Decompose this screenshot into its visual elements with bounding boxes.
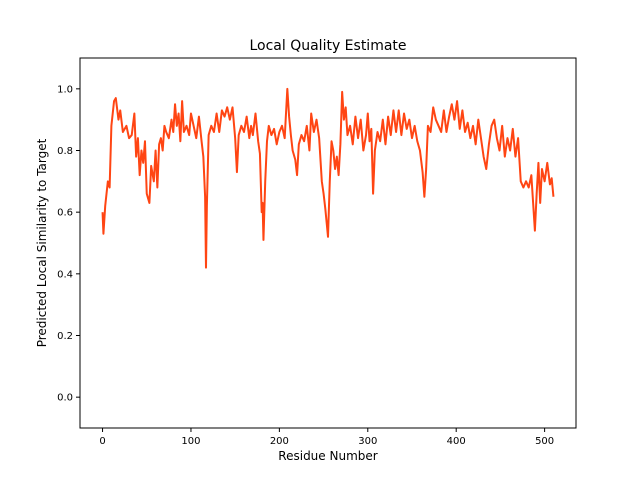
- y-tick-label: 0.0: [57, 393, 73, 404]
- x-tick-label: 400: [447, 436, 466, 447]
- y-tick-label: 1.0: [57, 84, 73, 95]
- x-axis-label: Residue Number: [278, 449, 377, 463]
- y-tick-label: 0.4: [57, 269, 73, 280]
- x-tick-label: 200: [270, 436, 289, 447]
- y-tick-label: 0.2: [57, 331, 73, 342]
- x-tick-label: 100: [181, 436, 200, 447]
- x-tick-label: 300: [358, 436, 377, 447]
- y-tick-label: 0.6: [57, 208, 73, 219]
- x-tick-label: 0: [99, 436, 105, 447]
- y-tick-label: 0.8: [57, 146, 73, 157]
- chart-title: Local Quality Estimate: [249, 38, 406, 54]
- line-series: [101, 87, 555, 269]
- y-axis-label: Predicted Local Similarity to Target: [35, 138, 49, 347]
- axes-frame: [79, 57, 577, 429]
- x-tick-label: 500: [535, 436, 554, 447]
- plot-area: [101, 87, 555, 269]
